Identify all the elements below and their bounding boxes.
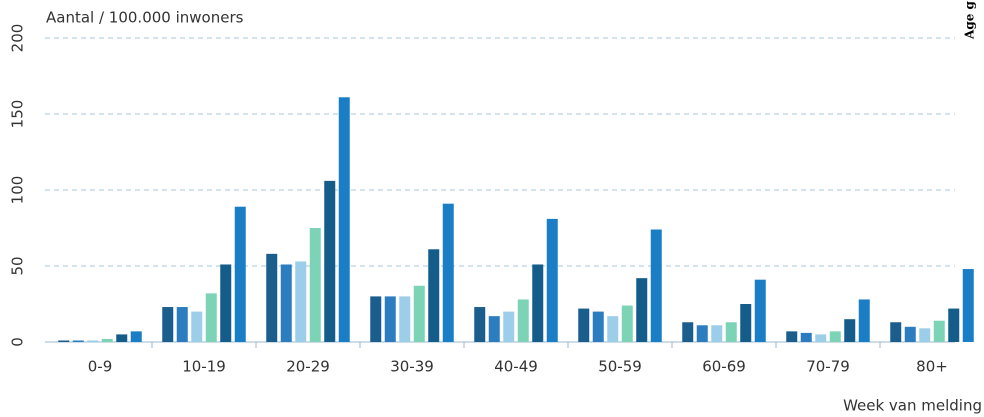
bar (919, 328, 931, 342)
bar (280, 264, 292, 342)
bar (488, 316, 500, 342)
bar (754, 279, 766, 342)
x-tick-label: 0-9 (88, 358, 113, 376)
x-tick-label: 80+ (916, 358, 948, 376)
bar (607, 316, 619, 342)
bar (682, 322, 694, 342)
bar (650, 229, 662, 342)
x-tick-label: 50-59 (598, 358, 642, 376)
bar (815, 334, 827, 342)
y-axis-label: Aantal / 100.000 inwoners (46, 9, 244, 27)
x-axis-label: Week van melding (843, 397, 982, 415)
bar (890, 322, 902, 342)
bar (725, 322, 737, 342)
bar (324, 180, 336, 342)
bar (338, 97, 350, 342)
x-tick-label: 60-69 (702, 358, 746, 376)
bar (636, 278, 648, 342)
x-tick-label: 30-39 (390, 358, 434, 376)
bar (962, 269, 974, 342)
y-tick-label: 0 (9, 337, 27, 347)
x-tick-label: 70-79 (806, 358, 850, 376)
y-tick-label: 150 (9, 100, 27, 129)
bar (370, 296, 382, 342)
bar (933, 320, 945, 342)
bar (800, 332, 812, 342)
y-tick-label: 100 (9, 176, 27, 205)
bar (844, 319, 856, 342)
bar (532, 264, 544, 342)
bar (220, 264, 232, 342)
bar (696, 325, 708, 342)
bar (295, 261, 307, 342)
bar (829, 331, 841, 342)
y-tick-label: 200 (9, 24, 27, 53)
y-tick-label: 50 (9, 256, 27, 275)
bar (503, 311, 515, 342)
bar (621, 305, 633, 342)
bar (384, 296, 396, 342)
bar (116, 334, 128, 342)
bar (205, 293, 217, 342)
bar (101, 338, 113, 342)
bar (309, 228, 321, 342)
bar (130, 331, 142, 342)
bar (234, 206, 246, 342)
bar (428, 249, 440, 342)
bar (578, 308, 590, 342)
bar (399, 296, 411, 342)
bar (711, 325, 723, 342)
bar (191, 311, 203, 342)
bar (58, 340, 70, 342)
bar (72, 340, 84, 342)
bar (948, 308, 960, 342)
legend-title: Age g (963, 0, 977, 40)
x-tick-label: 20-29 (286, 358, 330, 376)
x-tick-label: 40-49 (494, 358, 538, 376)
bar (176, 307, 188, 342)
bar (904, 326, 916, 342)
bar (517, 299, 529, 342)
bar (413, 285, 425, 342)
bar (786, 331, 798, 342)
bar (162, 307, 174, 342)
x-tick-label: 10-19 (182, 358, 226, 376)
bar (87, 340, 99, 342)
bar (858, 299, 870, 342)
bar (442, 203, 454, 342)
bar (474, 307, 486, 342)
bar (266, 253, 278, 342)
bar (592, 311, 604, 342)
bar (546, 218, 558, 342)
bar (740, 304, 752, 342)
